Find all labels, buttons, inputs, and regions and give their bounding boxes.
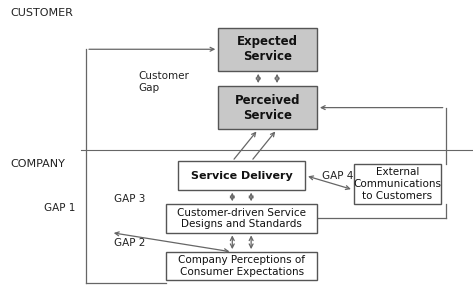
Text: COMPANY: COMPANY bbox=[11, 159, 66, 169]
Text: External
Communications
to Customers: External Communications to Customers bbox=[353, 167, 441, 201]
FancyBboxPatch shape bbox=[354, 164, 441, 204]
Text: Expected
Service: Expected Service bbox=[237, 35, 298, 63]
FancyBboxPatch shape bbox=[166, 252, 317, 281]
FancyBboxPatch shape bbox=[218, 27, 317, 71]
FancyBboxPatch shape bbox=[178, 161, 305, 190]
Text: GAP 3: GAP 3 bbox=[115, 194, 146, 204]
Text: Customer
Gap: Customer Gap bbox=[138, 71, 189, 93]
Text: Company Perceptions of
Consumer Expectations: Company Perceptions of Consumer Expectat… bbox=[178, 255, 305, 277]
Text: CUSTOMER: CUSTOMER bbox=[11, 8, 73, 18]
Text: Service Delivery: Service Delivery bbox=[191, 171, 292, 181]
FancyBboxPatch shape bbox=[218, 86, 317, 129]
Text: GAP 2: GAP 2 bbox=[115, 238, 146, 248]
Text: Perceived
Service: Perceived Service bbox=[235, 94, 301, 122]
FancyBboxPatch shape bbox=[166, 204, 317, 233]
Text: GAP 1: GAP 1 bbox=[44, 203, 75, 213]
Text: GAP 4: GAP 4 bbox=[322, 171, 353, 181]
Text: Customer-driven Service
Designs and Standards: Customer-driven Service Designs and Stan… bbox=[177, 207, 306, 229]
